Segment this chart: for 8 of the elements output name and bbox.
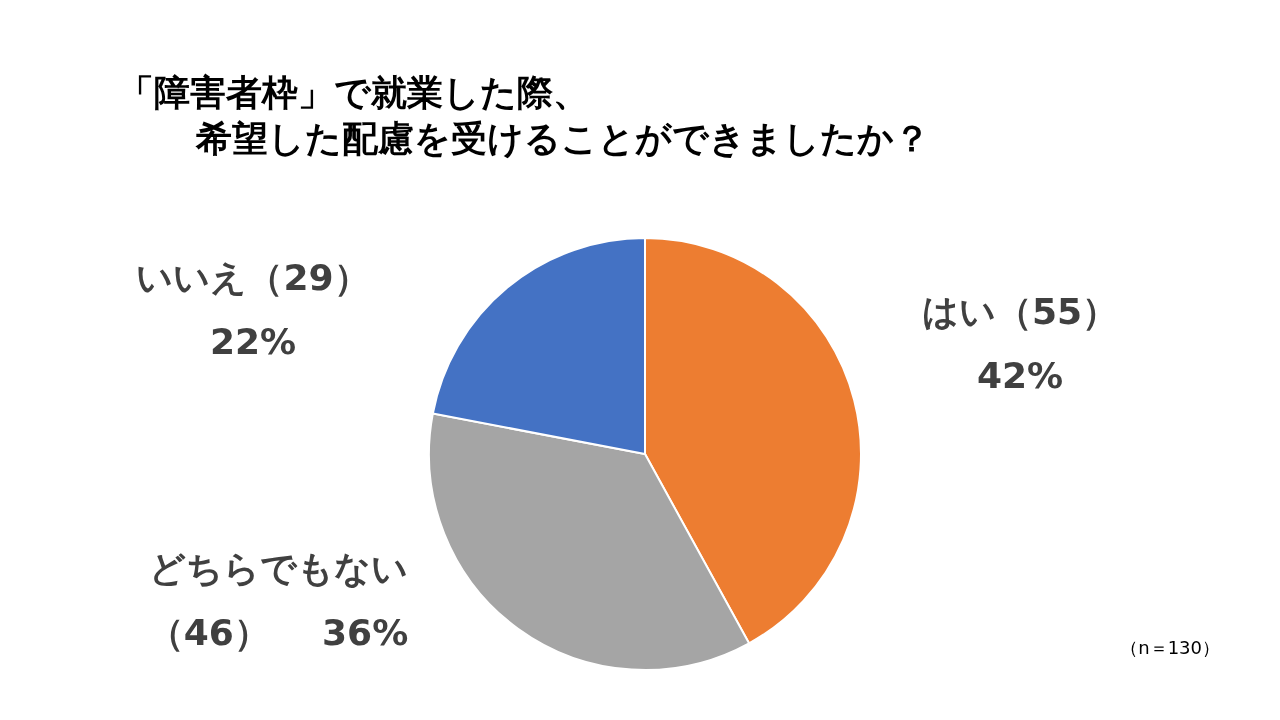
data-label: 42% (976, 355, 1064, 396)
chart-title: 「障害者枠」で就業した際、 (118, 71, 590, 115)
slice-label: いいえ（29） (136, 257, 370, 298)
slice-label: はい（55） (921, 291, 1119, 332)
data-label: 36% (322, 612, 409, 653)
data-label: 22% (209, 321, 297, 362)
chart-subtitle: 希望した配慮を受けることができましたか？ (194, 117, 930, 161)
text: （n＝130） (1120, 636, 1220, 660)
